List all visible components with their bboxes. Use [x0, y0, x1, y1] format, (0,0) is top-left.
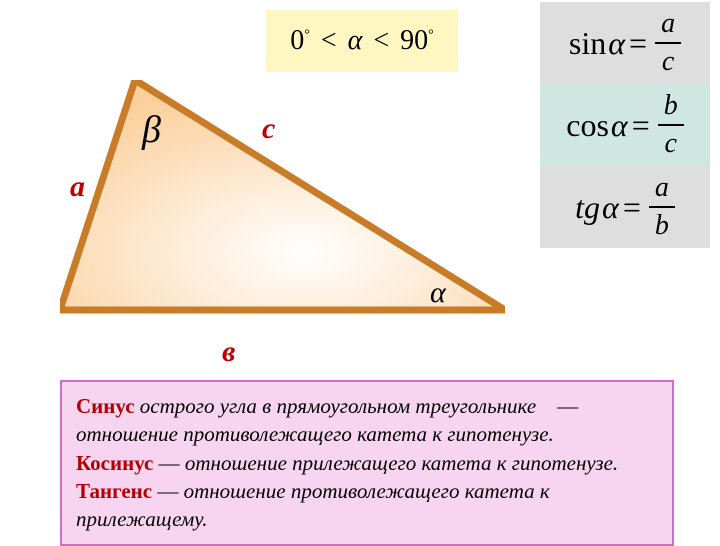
degree-symbol: °: [428, 28, 434, 43]
angle-range-expr: 0° < α < 90°: [290, 25, 434, 57]
tan-fraction: a b: [649, 172, 675, 242]
cos-arg: α: [611, 107, 628, 144]
less-than: <: [317, 25, 341, 56]
ninety: 90: [400, 25, 428, 56]
degree-symbol: °: [304, 28, 310, 43]
side-a-label: а: [70, 170, 85, 204]
tan-denominator: b: [649, 208, 675, 242]
right-triangle: β α: [60, 80, 505, 330]
definition-sinus: Синус острого угла в прямоугольном треуг…: [76, 392, 658, 449]
tan-fn: tg: [575, 189, 600, 226]
sin-arg: α: [608, 25, 625, 62]
alpha-angle-label: α: [430, 276, 447, 309]
term-sinus: Синус: [76, 394, 135, 418]
angle-range-box: 0° < α < 90°: [266, 10, 458, 72]
definition-cosinus: Косинус — отношение прилежащего катета к…: [76, 449, 658, 477]
cos-fraction: b c: [658, 90, 684, 160]
definitions-box: Синус острого угла в прямоугольном треуг…: [60, 380, 674, 546]
cos-denominator: c: [658, 126, 684, 160]
dash: —: [157, 479, 178, 503]
zero: 0: [290, 25, 304, 56]
triangle-svg: β α: [60, 80, 505, 330]
side-c-label: с: [262, 112, 275, 146]
less-than: <: [369, 25, 393, 56]
equals: =: [623, 189, 641, 226]
tan-arg: α: [602, 189, 619, 226]
equals: =: [629, 25, 647, 62]
beta-angle-label: β: [141, 109, 161, 151]
sin-numerator: a: [655, 8, 681, 44]
cosinus-text: отношение прилежащего катета к гипотенуз…: [185, 451, 618, 475]
dash: —: [557, 394, 578, 418]
term-cosinus: Косинус: [76, 451, 153, 475]
sin-formula-panel: sin α = a c: [540, 2, 710, 84]
tan-numerator: a: [649, 172, 675, 208]
sin-fraction: a c: [655, 8, 681, 78]
cos-numerator: b: [658, 90, 684, 126]
equals: =: [632, 107, 650, 144]
alpha-symbol: α: [348, 25, 363, 56]
sinus-text-2: отношение противолежащего катета к гипот…: [76, 422, 554, 446]
sin-denominator: c: [655, 44, 681, 78]
sinus-text-1: острого угла в прямоугольном треугольник…: [140, 394, 536, 418]
cos-fn: cos: [566, 107, 609, 144]
term-tangens: Тангенс: [76, 479, 152, 503]
side-b-label: в: [222, 335, 235, 369]
tan-formula-panel: tg α = a b: [540, 166, 710, 248]
definition-tangens: Тангенс — отношение противолежащего кате…: [76, 477, 658, 534]
sin-fn: sin: [569, 25, 606, 62]
dash: —: [159, 451, 180, 475]
stage: 0° < α < 90° sin α = a c cos α = b c tg …: [0, 0, 720, 540]
cos-formula-panel: cos α = b c: [540, 84, 710, 166]
